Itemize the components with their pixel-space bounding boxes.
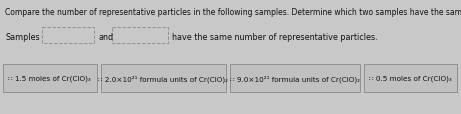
Text: Samples: Samples	[5, 33, 40, 42]
Text: ∷ 2.0×10²¹ formula units of Cr(ClO)₂: ∷ 2.0×10²¹ formula units of Cr(ClO)₂	[98, 75, 228, 82]
FancyBboxPatch shape	[100, 64, 226, 92]
FancyBboxPatch shape	[230, 64, 360, 92]
Text: and: and	[98, 33, 113, 42]
Text: have the same number of representative particles.: have the same number of representative p…	[172, 33, 378, 42]
Text: ∷ 0.5 moles of Cr(ClO)₃: ∷ 0.5 moles of Cr(ClO)₃	[369, 75, 452, 82]
Text: Compare the number of representative particles in the following samples. Determi: Compare the number of representative par…	[5, 8, 461, 17]
FancyBboxPatch shape	[112, 28, 168, 44]
FancyBboxPatch shape	[42, 28, 94, 44]
FancyBboxPatch shape	[364, 64, 457, 92]
FancyBboxPatch shape	[3, 64, 96, 92]
Text: ∷ 9.0×10²¹ formula units of Cr(ClO)₂: ∷ 9.0×10²¹ formula units of Cr(ClO)₂	[230, 75, 360, 82]
Text: ∷ 1.5 moles of Cr(ClO)₃: ∷ 1.5 moles of Cr(ClO)₃	[8, 75, 91, 82]
